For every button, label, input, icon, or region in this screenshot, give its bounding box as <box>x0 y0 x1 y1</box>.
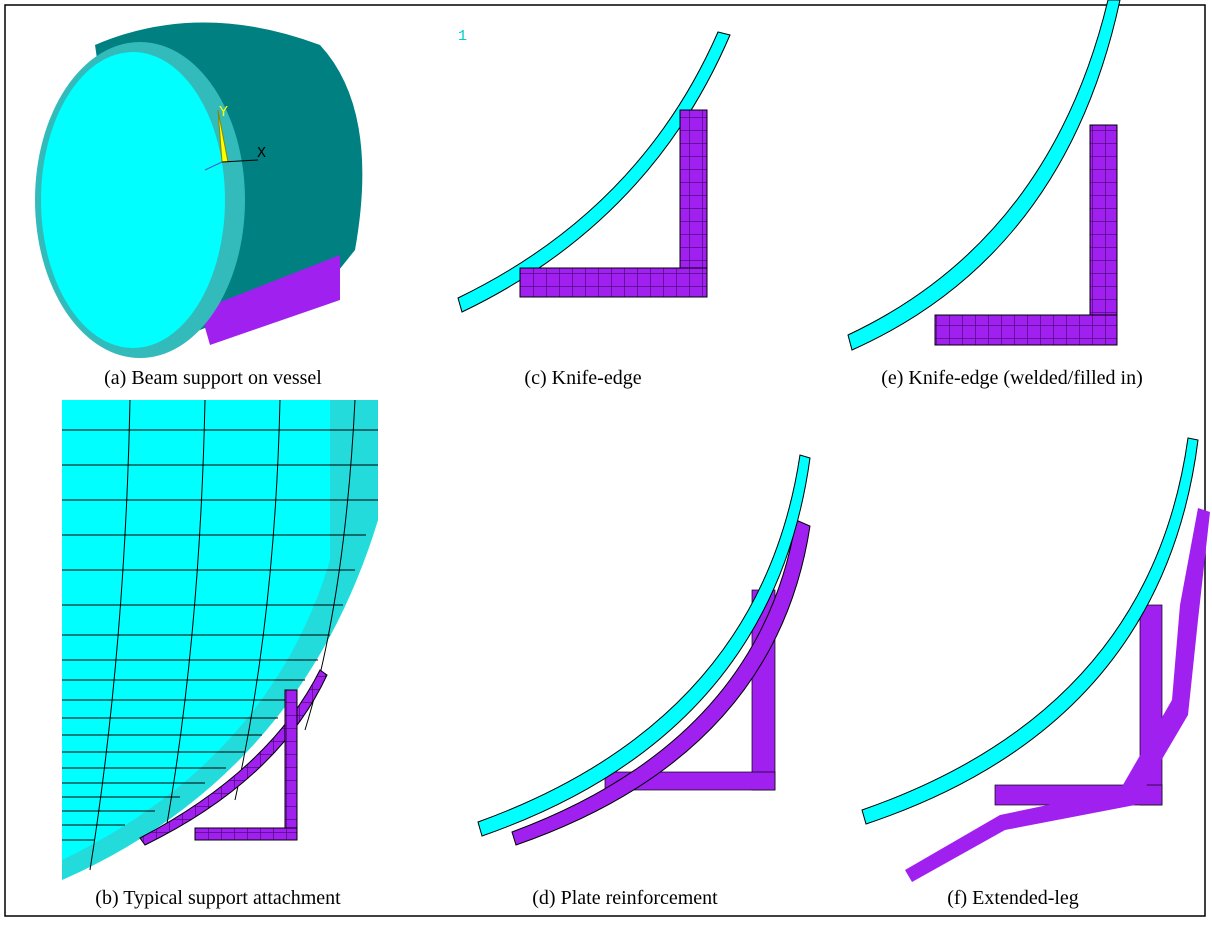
y-axis-label: Y <box>219 104 228 121</box>
panel-d <box>478 455 810 845</box>
corner-label: 1 <box>458 28 467 45</box>
panel-f <box>862 438 1210 882</box>
caption: (c) Knife-edge <box>524 367 641 389</box>
panel-c: 1 <box>458 28 730 312</box>
caption: (d) Plate reinforcement <box>532 887 718 909</box>
caption: (f) Extended-leg <box>947 887 1079 909</box>
page: Y X 1 (a) Beam <box>0 0 1212 929</box>
caption: (e) Knife-edge (welded/filled in) <box>881 367 1143 389</box>
panel-b <box>62 400 378 880</box>
panel-a: Y X <box>35 23 362 359</box>
caption: (b) Typical support attachment <box>95 887 341 909</box>
caption: (a) Beam support on vessel <box>104 367 322 389</box>
figure: Y X 1 (a) Beam <box>0 0 1212 929</box>
panel-e <box>848 0 1120 350</box>
x-axis-label: X <box>257 145 266 162</box>
